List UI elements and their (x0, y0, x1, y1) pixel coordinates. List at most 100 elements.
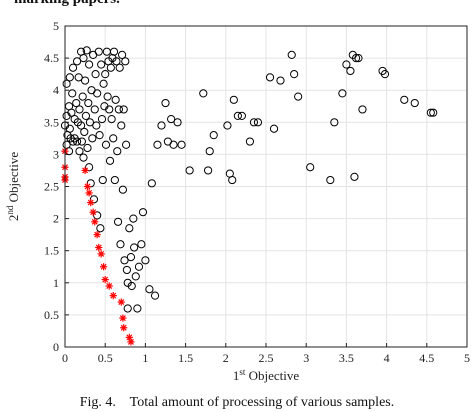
data-point-circle (338, 89, 347, 98)
data-point-circle (204, 166, 213, 175)
data-point-star (95, 243, 103, 252)
data-point-circle (99, 79, 108, 88)
y-tick-label: 4 (53, 83, 59, 97)
data-point-circle (72, 98, 81, 108)
data-point-circle (105, 105, 114, 114)
data-point-circle (102, 47, 111, 56)
data-point-circle (85, 60, 94, 69)
data-point-circle (96, 224, 105, 233)
data-point-circle (127, 281, 136, 291)
data-point-circle (126, 253, 136, 262)
x-tick-label: 0.5 (98, 351, 113, 365)
data-point-circle (94, 47, 103, 56)
data-point-star (120, 324, 128, 332)
data-point-star (83, 182, 92, 191)
data-point-circle (133, 304, 142, 313)
y-tick-label: 5 (53, 19, 59, 33)
data-point-star (81, 166, 89, 175)
data-point-circle (81, 111, 91, 120)
data-point-circle (113, 217, 123, 226)
data-point-star (117, 298, 125, 306)
data-point-circle (84, 98, 93, 108)
data-point-circle (107, 114, 116, 124)
data-point-circle (145, 285, 154, 294)
data-point-star (87, 198, 95, 207)
data-point-circle (95, 131, 104, 140)
x-axis-label: 1st Objective (233, 367, 300, 383)
data-point-star (127, 338, 135, 346)
data-point-circle (68, 89, 77, 98)
y-tick-label: 0 (53, 340, 59, 354)
x-axis-label-sup: st (239, 367, 246, 377)
data-point-circle (253, 118, 263, 127)
data-point-circle (122, 140, 131, 149)
top-caption-fragment: marking papers. (14, 0, 474, 8)
data-point-circle (123, 304, 132, 313)
data-point-circle (350, 172, 359, 181)
data-point-circle (98, 175, 107, 185)
y-tick-label: 1 (53, 276, 59, 290)
data-point-circle (67, 108, 76, 117)
data-point-circle (167, 114, 176, 124)
data-point-circle (62, 79, 71, 88)
x-tick-label: 2.5 (259, 351, 274, 365)
data-point-circle (161, 98, 170, 108)
x-tick-label: 5 (464, 351, 470, 365)
y-axis-label: 2nd Objective (5, 152, 21, 222)
data-point-star (105, 282, 113, 290)
y-axis-label-base: 2 (6, 215, 21, 222)
data-point-circle (153, 140, 162, 149)
data-point-circle (358, 105, 367, 114)
data-point-circle (199, 89, 208, 98)
data-point-circle (122, 265, 132, 275)
data-point-circle (116, 240, 125, 249)
data-point-circle (120, 256, 129, 265)
data-point-circle (306, 163, 315, 172)
data-point-circle (65, 124, 74, 133)
tick-labels: 0 0.5 1 1.5 2 2.5 3 3.5 4 4.5 5 0 0.5 1 1.5 2 2.5 3 3.5 4 4.… (44, 19, 470, 365)
y-tick-label: 3 (53, 147, 59, 161)
data-point-circle (105, 156, 115, 165)
data-point-star (99, 263, 108, 271)
data-point-star (89, 208, 97, 216)
data-point-circle (74, 73, 83, 82)
x-tick-label: 4.5 (419, 351, 434, 365)
data-point-circle (80, 127, 89, 137)
data-point-circle (112, 57, 121, 66)
data-point-circle (114, 105, 123, 114)
data-point-circle (237, 111, 246, 120)
data-point-circle (88, 134, 97, 143)
data-point-circle (150, 291, 160, 300)
data-point-circle (75, 105, 84, 114)
y-tick-label: 2 (53, 212, 59, 226)
data-point-circle (111, 95, 120, 104)
data-point-circle (269, 124, 279, 133)
data-point-circle (330, 118, 339, 127)
data-point-circle (92, 121, 101, 130)
data-point-circle (209, 131, 218, 140)
y-tick-label: 0.5 (44, 308, 59, 322)
data-point-circle (138, 208, 148, 217)
data-point-circle (400, 95, 409, 104)
data-point-circle (354, 54, 363, 63)
data-point-circle (147, 179, 156, 188)
data-point-circle (117, 50, 127, 59)
data-point-circle (72, 137, 82, 146)
data-point-star (101, 275, 109, 284)
data-point-circle (125, 224, 134, 233)
data-point-circle (101, 70, 110, 79)
data-point-circle (109, 47, 119, 56)
data-point-circle (97, 60, 106, 69)
data-point-star (109, 292, 117, 300)
data-point-circle (97, 114, 107, 124)
data-point-star (93, 231, 101, 239)
data-point-circle (346, 66, 355, 76)
data-point-circle (157, 121, 166, 130)
data-point-circle (173, 118, 182, 127)
data-point-star (85, 189, 93, 197)
x-tick-label: 1.5 (178, 351, 193, 365)
data-point-circle (326, 175, 335, 185)
data-point-circle (134, 262, 144, 271)
y-tick-label: 1.5 (44, 244, 59, 258)
data-point-circle (119, 105, 128, 114)
